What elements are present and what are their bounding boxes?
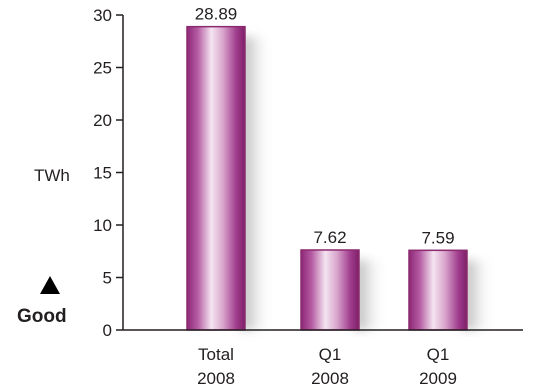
bars	[186, 25, 468, 331]
y-tick-label: 30	[93, 6, 112, 25]
bar-shadow	[463, 260, 493, 330]
bar-shadows	[241, 36, 493, 330]
x-category-label: 2008	[197, 369, 235, 388]
bar-value-label: 7.59	[421, 228, 454, 247]
y-tick-label: 15	[93, 164, 112, 183]
labels: 0 5 10 15 20 25 30 28.89 Total 2008 7.62 Q1 2008 7.59…	[93, 5, 457, 388]
bar-value-label: 7.62	[313, 228, 346, 247]
x-category-label: 2009	[419, 369, 457, 388]
good-label: Good	[17, 306, 67, 327]
axes	[116, 14, 523, 331]
y-tick-label: 10	[93, 216, 112, 235]
x-category-label: 2008	[311, 369, 349, 388]
x-category-label: Q1	[427, 345, 450, 364]
x-category-label: Q1	[319, 345, 342, 364]
y-axis-label: TWh	[34, 166, 70, 185]
up-triangle-icon	[40, 276, 60, 294]
y-tick-label: 0	[103, 321, 112, 340]
bar-shadow	[355, 259, 385, 330]
good-indicator: Good	[17, 276, 67, 327]
y-tick-label: 20	[93, 111, 112, 130]
bar-value-label: 28.89	[195, 5, 238, 24]
bar	[186, 25, 246, 331]
bar	[300, 249, 360, 331]
bar	[408, 249, 468, 331]
bar-shadow	[241, 36, 271, 330]
x-category-label: Total	[198, 345, 234, 364]
y-tick-label: 5	[103, 269, 112, 288]
y-tick-label: 25	[93, 59, 112, 78]
